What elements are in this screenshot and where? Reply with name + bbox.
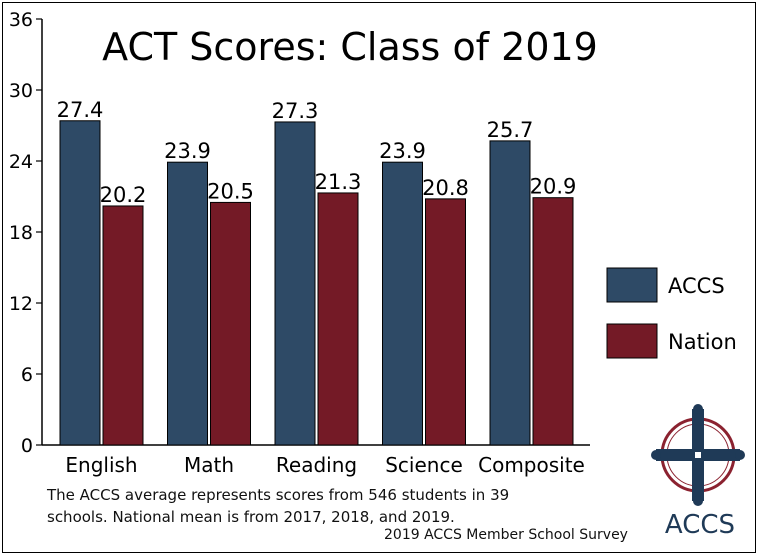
bar-value-label: 21.3 (315, 170, 362, 194)
bar-value-label: 27.3 (272, 99, 319, 123)
bar-value-label: 20.9 (530, 175, 577, 199)
bar-accs (274, 121, 316, 446)
bar-value-label: 20.5 (207, 179, 254, 203)
y-tick-label: 0 (21, 435, 33, 457)
x-tick-label: Math (184, 453, 234, 477)
bar-nation (102, 205, 144, 446)
y-tick-label: 12 (9, 293, 33, 315)
bar-value-label: 20.8 (422, 176, 469, 200)
bar-accs (489, 140, 531, 446)
bar-nation (317, 192, 359, 446)
legend-swatch-accs (606, 267, 658, 303)
y-tick-label: 6 (21, 364, 33, 386)
survey-label: 2019 ACCS Member School Survey (384, 527, 628, 543)
legend-label: ACCS (668, 274, 725, 298)
logo-text: ACCS (665, 510, 735, 540)
y-tick-label: 24 (9, 151, 33, 173)
bar-value-label: 27.4 (57, 98, 104, 122)
bar-accs (59, 120, 101, 446)
chart-title: ACT Scores: Class of 2019 (102, 25, 598, 69)
y-tick-label: 36 (9, 9, 33, 31)
bar-nation (532, 197, 574, 446)
bar-value-label: 20.2 (100, 183, 147, 207)
bar-nation (210, 201, 251, 446)
y-tick-label: 18 (9, 222, 33, 244)
x-tick-label: Reading (276, 453, 357, 477)
footnote: The ACCS average represents scores from … (47, 486, 510, 526)
bar-accs (167, 161, 208, 446)
cross-logo-icon (651, 404, 745, 506)
bar-value-label: 25.7 (487, 118, 534, 142)
legend-swatch-nation (606, 323, 658, 359)
bar-accs (382, 161, 423, 446)
x-tick-label: Science (385, 453, 463, 477)
bar-nation (425, 198, 466, 446)
x-tick-label: Composite (478, 453, 585, 477)
legend-label: Nation (668, 330, 737, 354)
y-tick-label: 30 (9, 80, 33, 102)
bar-value-label: 23.9 (164, 139, 211, 163)
x-tick-label: English (65, 453, 137, 477)
bar-value-label: 23.9 (379, 139, 426, 163)
